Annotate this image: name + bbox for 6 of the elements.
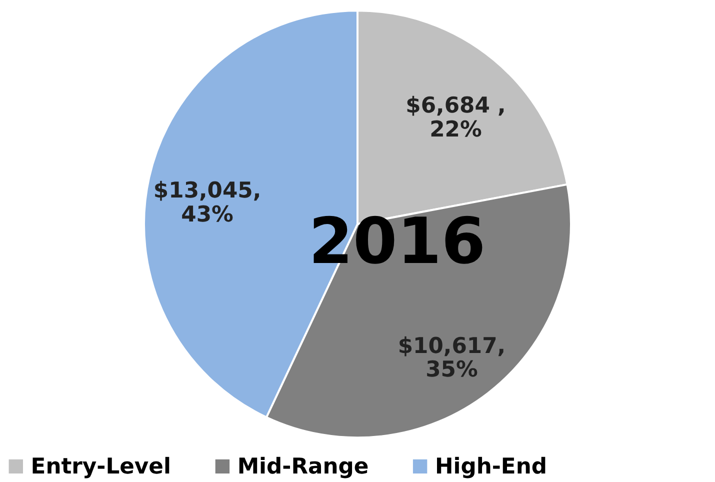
data-label: $13,045, 43% — [153, 178, 262, 228]
data-label: $10,617, 35% — [398, 334, 506, 383]
legend-label: High-End — [434, 454, 548, 480]
legend-label: Entry-Level — [30, 454, 171, 480]
data-label: $6,684 , 22% — [406, 94, 506, 142]
legend-label: Mid-Range — [237, 454, 369, 480]
